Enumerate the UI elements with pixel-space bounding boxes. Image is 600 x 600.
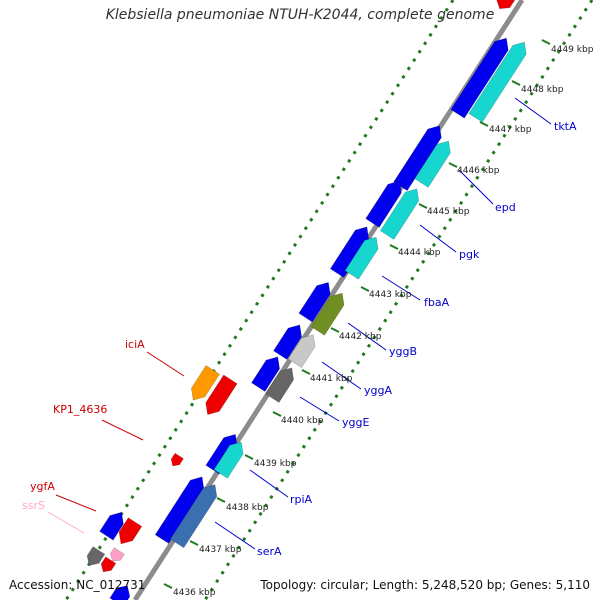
gene-label-yggA[interactable]: yggA — [364, 384, 392, 397]
label-pointer-line — [299, 396, 340, 422]
label-pointer-line — [101, 419, 144, 441]
gene-label-epd[interactable]: epd — [495, 201, 516, 214]
gene-arrow[interactable] — [205, 433, 238, 475]
gene-arrow[interactable] — [251, 356, 280, 392]
kbp-tick-label: 4442 kbp — [339, 332, 382, 342]
gene-arrow[interactable] — [191, 365, 220, 401]
gene-arrow[interactable] — [86, 546, 106, 566]
label-pointer-line — [419, 224, 457, 253]
kbp-tick-label: 4443 kbp — [369, 290, 412, 300]
kbp-tick-label: 4447 kbp — [489, 125, 532, 135]
kbp-tick-label: 4441 kbp — [310, 374, 353, 384]
gene-arrow[interactable] — [496, 0, 516, 10]
kbp-tick-mark — [330, 327, 340, 333]
gene-label-fbaA[interactable]: fbaA — [424, 296, 450, 309]
kbp-tick-mark — [163, 583, 173, 589]
gene-label-tktA[interactable]: tktA — [554, 120, 577, 133]
gene-arrow[interactable] — [450, 37, 509, 119]
kbp-tick-label: 4440 kbp — [281, 416, 324, 426]
gene-arrow[interactable] — [109, 547, 125, 562]
gene-arrow[interactable] — [468, 41, 527, 123]
kbp-tick-label: 4437 kbp — [199, 545, 242, 555]
label-pointer-line — [321, 361, 362, 390]
kbp-tick-mark — [272, 411, 282, 417]
gene-label-rpiA[interactable]: rpiA — [290, 493, 313, 506]
gene-arrow[interactable] — [169, 484, 218, 549]
gene-label-ssrS[interactable]: ssrS — [22, 499, 45, 512]
kbp-tick-label: 4446 kbp — [457, 166, 500, 176]
gene-arrow[interactable] — [310, 292, 345, 336]
gene-label-ygfA[interactable]: ygfA — [30, 480, 55, 493]
kbp-tick-mark — [189, 540, 199, 546]
label-pointer-line — [146, 351, 185, 377]
gene-arrow[interactable] — [154, 476, 205, 544]
label-pointer-line — [514, 97, 552, 125]
gene-arrow[interactable] — [393, 125, 442, 192]
kbp-tick-label: 4439 kbp — [254, 459, 297, 469]
label-pointer-line — [214, 521, 256, 550]
summary-text: Topology: circular; Length: 5,248,520 bp… — [260, 578, 590, 592]
accession-text: Accession: NC_012731 — [9, 578, 146, 592]
gene-arrow[interactable] — [298, 281, 331, 323]
label-pointer-line — [47, 511, 85, 534]
gene-arrow[interactable] — [170, 452, 184, 467]
label-pointer-line — [458, 169, 494, 205]
gene-label-pgk[interactable]: pgk — [459, 248, 480, 261]
gene-arrow[interactable] — [265, 367, 294, 403]
kbp-tick-mark — [389, 244, 399, 250]
kbp-tick-label: 4449 kbp — [551, 45, 594, 55]
label-pointer-line — [347, 322, 387, 351]
kbp-tick-label: 4445 kbp — [427, 207, 470, 217]
kbp-tick-mark — [244, 454, 254, 460]
gene-arrow[interactable] — [414, 140, 451, 188]
gene-label-yggB[interactable]: yggB — [389, 345, 417, 358]
label-pointer-line — [249, 469, 289, 498]
gene-arrow[interactable] — [329, 226, 370, 278]
kbp-tick-mark — [418, 203, 428, 209]
gene-label-yggE[interactable]: yggE — [342, 416, 369, 429]
kbp-tick-mark — [479, 121, 489, 127]
gene-arrow[interactable] — [379, 188, 420, 240]
gene-arrow[interactable] — [100, 556, 117, 573]
kbp-tick-mark — [448, 162, 458, 168]
kbp-tick-label: 4438 kbp — [226, 503, 269, 513]
map-title: Klebsiella pneumoniae NTUH-K2044, comple… — [105, 7, 495, 23]
gene-arrow[interactable] — [213, 441, 244, 479]
kbp-tick-mark — [301, 369, 311, 375]
kbp-tick-mark — [360, 286, 370, 292]
kbp-tick-label: 4448 kbp — [521, 85, 564, 95]
gene-label-KP1_4636[interactable]: KP1_4636 — [53, 403, 107, 416]
gene-label-iciA[interactable]: iciA — [125, 338, 145, 351]
gene-arrow[interactable] — [287, 334, 316, 369]
kbp-tick-mark — [216, 497, 226, 503]
kbp-tick-label: 4444 kbp — [398, 248, 441, 258]
gene-arrow[interactable] — [99, 511, 124, 541]
gene-arrow[interactable] — [118, 517, 143, 545]
gene-arrow[interactable] — [205, 374, 238, 416]
gene-arrow[interactable] — [365, 180, 402, 228]
gene-label-serA[interactable]: serA — [257, 545, 282, 558]
gene-arrow[interactable] — [273, 324, 302, 360]
gene-arrow[interactable] — [344, 236, 379, 280]
kbp-tick-label: 4436 kbp — [173, 588, 216, 598]
label-pointer-line — [55, 494, 97, 512]
kbp-tick-mark — [541, 39, 551, 45]
label-pointer-line — [381, 275, 421, 301]
kbp-tick-mark — [511, 80, 521, 86]
gene-arrow[interactable] — [109, 585, 131, 600]
